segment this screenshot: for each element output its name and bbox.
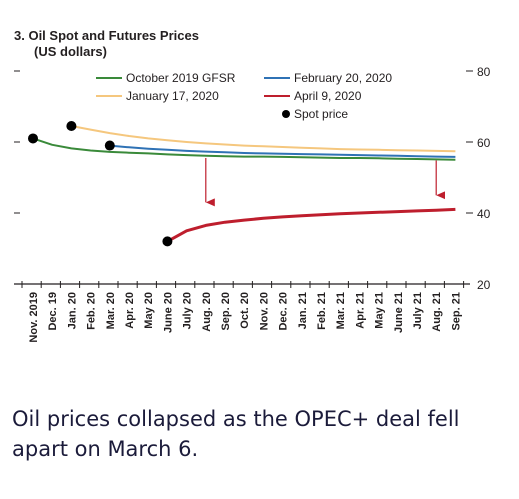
x-tick-label: May 21 — [374, 292, 386, 329]
spot-price-point — [28, 133, 38, 144]
x-tick-label: Oct. 20 — [239, 292, 251, 329]
legend-item: February 20, 2020 — [264, 71, 392, 85]
spot-price-point — [162, 236, 173, 247]
chart-title: 3. Oil Spot and Futures Prices — [14, 28, 199, 43]
legend-label: Spot price — [294, 107, 348, 121]
legend-item: October 2019 GFSR — [96, 71, 236, 85]
x-tick-label: Aug. 21 — [431, 292, 443, 332]
x-tick-label: Jan. 21 — [297, 292, 309, 329]
x-tick-label: Mar. 21 — [335, 292, 347, 329]
legend-dot — [282, 110, 290, 118]
legend-label: February 20, 2020 — [294, 71, 392, 85]
series-line — [71, 125, 456, 153]
x-tick-label: June 21 — [393, 292, 405, 333]
x-tick-label: Aug. 20 — [201, 292, 213, 332]
series-line — [166, 207, 456, 243]
series-layer — [32, 125, 456, 243]
x-tick-label: July 21 — [412, 292, 424, 329]
legend-label: October 2019 GFSR — [126, 71, 236, 85]
legend-item: January 17, 2020 — [96, 89, 219, 103]
spot-price-point — [104, 140, 115, 151]
x-tick-label: Dec. 20 — [278, 292, 290, 331]
y-tick-label: 20 — [477, 278, 491, 292]
spot-price-layer — [28, 121, 173, 247]
arrow-layer — [205, 157, 446, 207]
x-tick-label: Apr. 21 — [354, 292, 366, 329]
legend-label: January 17, 2020 — [126, 89, 219, 103]
x-tick-label: Nov. 2019 — [28, 292, 40, 343]
chart-caption: Oil prices collapsed as the OPEC+ deal f… — [12, 407, 460, 461]
spot-price-point — [66, 121, 77, 132]
series-line — [32, 137, 456, 161]
chart-subtitle: (US dollars) — [34, 44, 107, 59]
x-tick-label: Nov. 20 — [258, 292, 270, 330]
legend-item: Spot price — [282, 107, 348, 121]
axes-layer: 20 40 60 80 Nov. 2019 Dec. 19 Jan. 20 Feb. 20 Ma… — [14, 65, 491, 343]
x-tick-label: Feb. 20 — [86, 292, 98, 330]
y-tick-label: 80 — [477, 65, 491, 79]
y-tick-label: 40 — [477, 207, 491, 221]
x-tick-label: Sep. 20 — [220, 292, 232, 331]
x-tick-label: Mar. 20 — [105, 292, 117, 329]
legend-item: April 9, 2020 — [264, 89, 362, 103]
x-tick-label: July 20 — [182, 292, 194, 329]
legend: October 2019 GFSR February 20, 2020 Januar… — [96, 71, 392, 121]
x-tick-label: June 20 — [162, 292, 174, 333]
x-tick-label: Jan. 20 — [66, 292, 78, 329]
y-tick-label: 60 — [477, 136, 491, 150]
x-tick-label: Apr. 20 — [124, 292, 136, 329]
x-tick-label: Feb. 21 — [316, 292, 328, 330]
legend-label: April 9, 2020 — [294, 89, 362, 103]
x-tick-label: May 20 — [143, 292, 155, 329]
series-line — [109, 144, 456, 158]
x-tick-label: Dec. 19 — [47, 292, 59, 331]
x-tick-label: Sep. 21 — [450, 292, 462, 331]
